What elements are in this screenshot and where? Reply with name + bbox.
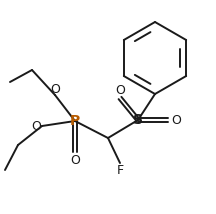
- Text: F: F: [116, 165, 124, 177]
- Text: O: O: [171, 113, 181, 126]
- Text: O: O: [31, 119, 41, 132]
- Text: O: O: [115, 83, 125, 97]
- Text: P: P: [70, 114, 80, 128]
- Text: S: S: [133, 113, 143, 127]
- Text: O: O: [50, 83, 60, 95]
- Text: O: O: [70, 155, 80, 168]
